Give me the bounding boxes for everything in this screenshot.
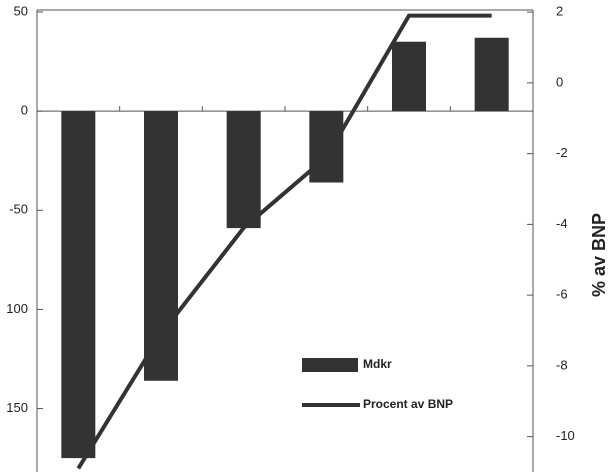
line [76, 13, 492, 470]
y2-tick-label: -10 [556, 428, 575, 443]
bar [392, 41, 426, 112]
y-tick-label: 0 [21, 103, 28, 118]
y-tick-label: -50 [9, 202, 28, 217]
y2-tick-label: 2 [556, 4, 563, 19]
bar [309, 111, 344, 183]
legend-label: Mdkr [363, 357, 392, 371]
y2-tick-label: -6 [556, 287, 568, 302]
bar [226, 111, 261, 229]
legend-swatch [302, 358, 358, 372]
bar [144, 111, 178, 381]
y-tick-label: 150 [6, 400, 28, 415]
legend-label: Procent av BNP [363, 397, 453, 411]
y-tick-label: 50 [14, 3, 28, 18]
bar [474, 37, 509, 112]
y2-tick-label: -8 [556, 357, 568, 372]
y2-axis-title: % av BNP [589, 213, 609, 297]
y2-tick-label: -2 [556, 145, 568, 160]
y-tick-label: 100 [6, 301, 28, 316]
bar [61, 111, 96, 459]
y2-tick-label: -4 [556, 216, 568, 231]
y2-tick-label: 0 [556, 74, 563, 89]
